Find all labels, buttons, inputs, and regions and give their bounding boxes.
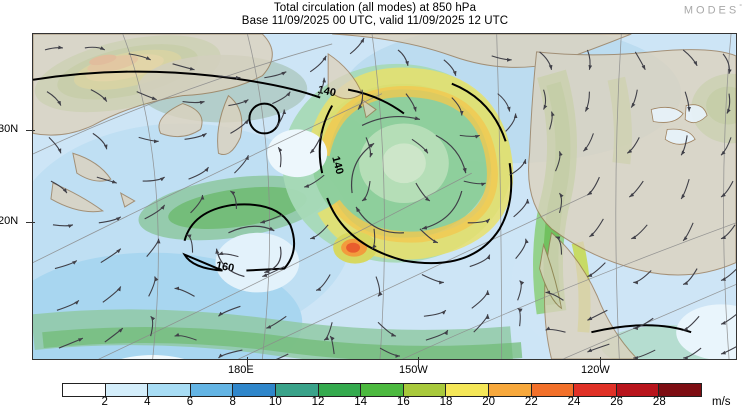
contour-label-140-b: 140 xyxy=(329,155,345,176)
colorbar-segment-10 xyxy=(488,384,532,396)
colorbar-segment-1 xyxy=(105,384,149,396)
colorbar-tick-2: 2 xyxy=(101,396,108,408)
colorbar-segment-3 xyxy=(190,384,234,396)
colorbar-segment-9 xyxy=(446,384,489,396)
colorbar-tick-18: 18 xyxy=(439,396,453,408)
colorbar-segment-11 xyxy=(531,384,575,396)
map-canvas: 140 140 160 xyxy=(33,34,736,359)
colorbar-segment-13 xyxy=(616,384,660,396)
colorbar-tick-22: 22 xyxy=(524,396,538,408)
colorbar-unit-label: m/s xyxy=(712,396,731,408)
colorbar-tick-26: 26 xyxy=(610,396,624,408)
lat-label-30n: 30N xyxy=(0,123,19,135)
page-title: Total circulation (all modes) at 850 hPa xyxy=(273,2,477,14)
colorbar-segment-5 xyxy=(275,384,319,396)
lon-tick-180e xyxy=(247,357,249,366)
colorbar-tick-20: 20 xyxy=(482,396,496,408)
lon-label-180e: 180E xyxy=(228,364,254,376)
colorbar-segment-7 xyxy=(361,384,404,396)
colorbar-segment-2 xyxy=(148,384,191,396)
brand-text: MODES xyxy=(683,4,740,17)
colorbar-segment-0 xyxy=(63,384,106,396)
modes-logo: MODES° xyxy=(684,4,742,17)
lat-tick-20n xyxy=(26,222,35,224)
colorbar-segment-8 xyxy=(403,384,447,396)
lon-tick-120w xyxy=(600,357,602,366)
lat-tick-30n xyxy=(26,130,35,132)
page-subtitle: Base 11/09/2025 00 UTC, valid 11/09/2025… xyxy=(241,15,509,27)
colorbar-tick-12: 12 xyxy=(311,396,325,408)
lon-label-150w: 150W xyxy=(399,364,428,376)
lon-label-120w: 120W xyxy=(581,364,610,376)
colorbar-segment-4 xyxy=(233,384,276,396)
colorbar-tick-14: 14 xyxy=(354,396,368,408)
title-block: Total circulation (all modes) at 850 hPa… xyxy=(0,2,750,28)
colorbar-segment-14 xyxy=(659,384,701,396)
colorbar-tick-8: 8 xyxy=(229,396,236,408)
colorbar-segment-12 xyxy=(574,384,617,396)
lat-label-20n: 20N xyxy=(0,215,19,227)
brand-mark: ° xyxy=(739,4,742,11)
colorbar-tick-4: 4 xyxy=(144,396,151,408)
map-panel[interactable]: 140 140 160 xyxy=(32,33,737,360)
colorbar xyxy=(62,383,702,397)
colorbar-tick-6: 6 xyxy=(186,396,194,408)
colorbar-tick-16: 16 xyxy=(396,396,410,408)
colorbar-tick-24: 24 xyxy=(567,396,581,408)
lon-tick-150w xyxy=(418,357,420,366)
colorbar-tick-10: 10 xyxy=(268,396,282,408)
colorbar-tick-28: 28 xyxy=(652,396,666,408)
colorbar-segment-6 xyxy=(318,384,362,396)
